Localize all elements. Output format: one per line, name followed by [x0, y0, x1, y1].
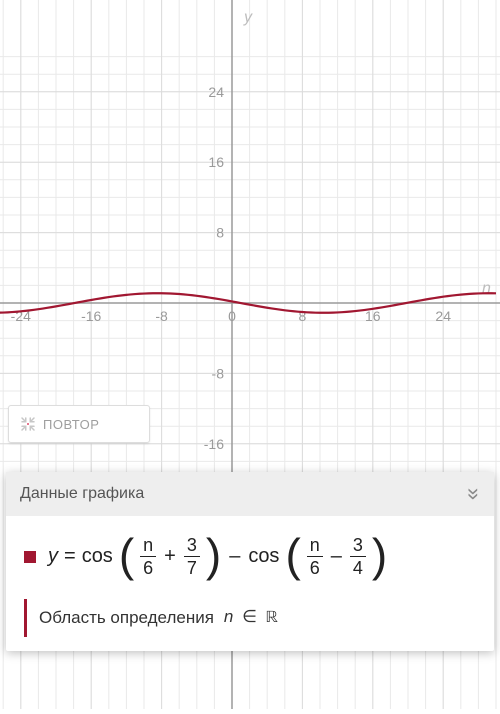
svg-text:16: 16	[208, 154, 224, 170]
equation-text: y = cos ( n6 + 37 ) – cos ( n6 – 34 )	[48, 536, 387, 577]
panel-header[interactable]: Данные графика »	[6, 472, 494, 516]
svg-text:8: 8	[299, 308, 307, 324]
svg-text:n: n	[482, 280, 491, 297]
graph-data-panel: Данные графика » y = cos ( n6 + 37 ) – c…	[6, 472, 494, 651]
svg-text:y: y	[243, 9, 253, 26]
series-color-swatch	[24, 551, 36, 563]
svg-text:-16: -16	[81, 308, 101, 324]
svg-text:-8: -8	[212, 365, 225, 381]
panel-title: Данные графика	[20, 485, 144, 503]
svg-text:24: 24	[208, 84, 224, 100]
domain-row: Область определения n ∈ ℝ	[24, 599, 476, 637]
collapse-arrows-icon	[19, 415, 37, 433]
svg-text:8: 8	[216, 225, 224, 241]
domain-expr: n ∈ ℝ	[224, 607, 278, 629]
panel-body: y = cos ( n6 + 37 ) – cos ( n6 – 34 ) Об…	[6, 516, 494, 651]
svg-text:24: 24	[435, 308, 451, 324]
equation-row: y = cos ( n6 + 37 ) – cos ( n6 – 34 )	[24, 536, 476, 577]
repeat-button[interactable]: ПОВТОР	[8, 405, 150, 443]
chevron-down-icon: »	[461, 488, 487, 500]
repeat-button-label: ПОВТОР	[43, 417, 99, 432]
svg-text:0: 0	[228, 308, 236, 324]
svg-text:-16: -16	[204, 436, 224, 452]
domain-label: Область определения	[39, 608, 214, 628]
svg-text:-8: -8	[155, 308, 168, 324]
